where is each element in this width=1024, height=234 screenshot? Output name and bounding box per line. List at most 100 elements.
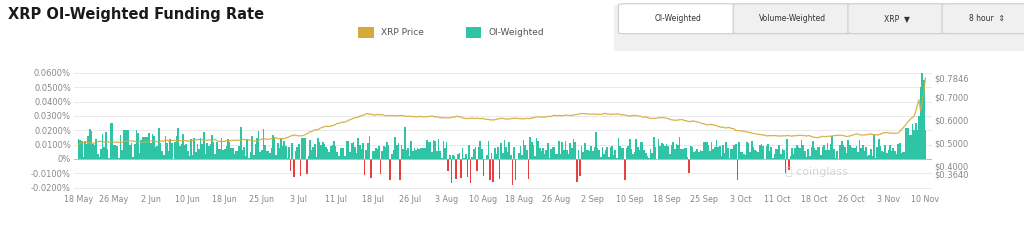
Bar: [680, 149, 682, 159]
Bar: [337, 152, 338, 159]
Bar: [216, 142, 217, 159]
Bar: [470, 159, 471, 183]
Text: 🏛 coinglass: 🏛 coinglass: [786, 167, 848, 177]
Bar: [389, 159, 391, 180]
Bar: [295, 151, 296, 159]
Bar: [137, 133, 139, 159]
Bar: [362, 143, 364, 159]
Bar: [140, 140, 142, 159]
Bar: [646, 157, 648, 159]
Bar: [112, 123, 113, 159]
Bar: [549, 158, 550, 159]
Bar: [275, 155, 278, 159]
Bar: [825, 150, 826, 159]
Bar: [194, 138, 195, 159]
Bar: [564, 141, 566, 159]
Bar: [437, 139, 439, 159]
Bar: [773, 154, 775, 159]
Bar: [634, 152, 635, 159]
Bar: [465, 154, 467, 159]
Bar: [852, 148, 854, 159]
Bar: [191, 155, 194, 159]
Bar: [197, 144, 199, 159]
Bar: [247, 139, 248, 159]
Bar: [374, 151, 375, 159]
Bar: [182, 135, 183, 159]
Bar: [690, 146, 691, 159]
Bar: [902, 152, 904, 159]
Bar: [589, 150, 591, 159]
Bar: [598, 150, 600, 159]
Bar: [668, 146, 669, 159]
Bar: [312, 147, 314, 159]
Bar: [90, 131, 92, 159]
Bar: [255, 144, 256, 159]
Bar: [837, 151, 838, 159]
Bar: [326, 147, 327, 159]
Bar: [617, 138, 620, 159]
Bar: [115, 145, 117, 159]
Bar: [650, 149, 651, 159]
Bar: [639, 150, 640, 159]
Text: XRP  ▼: XRP ▼: [884, 14, 910, 23]
Bar: [143, 137, 145, 159]
Bar: [900, 153, 902, 159]
Bar: [309, 140, 310, 159]
Bar: [798, 147, 800, 159]
Bar: [158, 128, 160, 159]
Bar: [790, 156, 792, 159]
Bar: [739, 152, 741, 159]
Bar: [442, 141, 444, 159]
Bar: [78, 139, 79, 159]
Bar: [772, 158, 773, 159]
Bar: [608, 157, 609, 159]
Bar: [166, 143, 168, 159]
Bar: [354, 147, 355, 159]
Bar: [885, 145, 886, 159]
Bar: [702, 142, 705, 159]
Bar: [719, 146, 721, 159]
Bar: [701, 150, 702, 159]
Bar: [905, 128, 907, 159]
Bar: [624, 159, 626, 180]
Bar: [188, 156, 190, 159]
Bar: [508, 142, 510, 159]
Bar: [889, 145, 891, 159]
Text: OI-Weighted: OI-Weighted: [489, 28, 545, 37]
Bar: [128, 130, 129, 159]
Bar: [285, 146, 287, 159]
Bar: [183, 145, 185, 159]
Bar: [482, 159, 484, 176]
Bar: [367, 143, 369, 159]
Bar: [453, 156, 454, 159]
Bar: [584, 143, 586, 159]
Bar: [206, 143, 208, 159]
Bar: [408, 148, 409, 159]
Bar: [651, 153, 653, 159]
Bar: [657, 139, 659, 159]
Bar: [261, 150, 262, 159]
Bar: [126, 130, 128, 159]
Bar: [848, 140, 849, 159]
Bar: [301, 138, 303, 159]
Bar: [371, 159, 372, 178]
Bar: [195, 152, 197, 159]
Bar: [688, 159, 690, 172]
Bar: [232, 148, 233, 159]
Bar: [267, 151, 269, 159]
Bar: [666, 144, 668, 159]
Bar: [583, 153, 584, 159]
Bar: [888, 150, 889, 159]
Bar: [609, 146, 611, 159]
Bar: [456, 159, 457, 179]
Bar: [449, 155, 451, 159]
Bar: [490, 153, 493, 159]
Bar: [348, 141, 349, 159]
Bar: [687, 157, 688, 159]
Bar: [315, 157, 317, 159]
Bar: [256, 138, 258, 159]
Bar: [725, 142, 727, 159]
Bar: [176, 136, 177, 159]
Bar: [157, 146, 158, 159]
Bar: [266, 151, 267, 159]
